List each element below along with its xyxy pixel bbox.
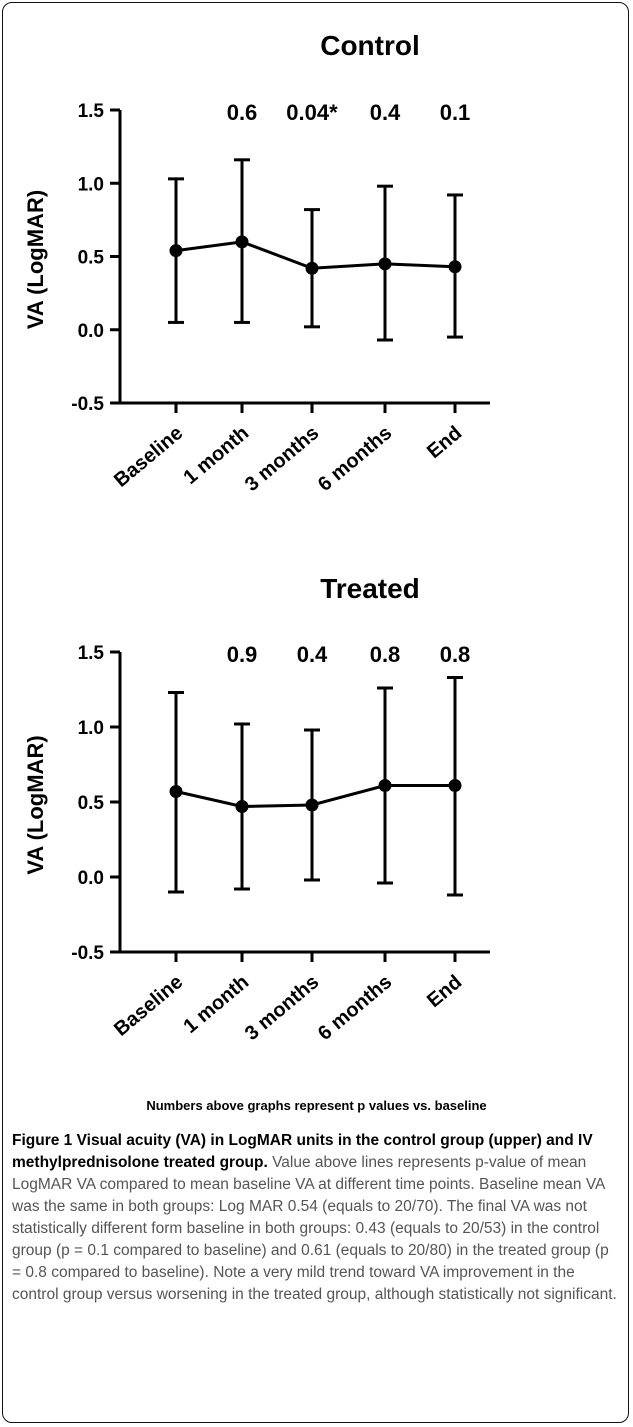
- y-tick-label: -0.5: [71, 943, 104, 964]
- p-value-label: 0.6: [227, 100, 258, 125]
- y-tick-label: 1.5: [78, 101, 105, 122]
- chart-title: Control: [320, 30, 420, 61]
- y-tick-label: 0.5: [78, 248, 105, 269]
- chart-title: Treated: [320, 573, 420, 604]
- caption-body: Value above lines represents p-value of …: [12, 1154, 617, 1303]
- y-tick-label: 1.0: [78, 718, 104, 739]
- p-value-label: 0.9: [227, 642, 258, 667]
- data-point: [448, 779, 462, 792]
- data-point: [378, 257, 392, 271]
- p-value-label: 0.4: [370, 100, 401, 125]
- x-tick-label: 6 months: [314, 422, 396, 496]
- y-tick-label: -0.5: [71, 394, 104, 415]
- p-value-label: 0.8: [370, 642, 401, 667]
- data-point: [448, 260, 462, 274]
- x-tick-label: 3 months: [241, 971, 323, 1045]
- data-point: [235, 235, 249, 249]
- data-point: [378, 779, 392, 792]
- y-tick-label: 1.5: [78, 643, 105, 664]
- chart-control: Control -0.5 0.0 0.5 1.0 1.5 VA (LogMAR) Baseli…: [23, 30, 490, 496]
- p-value-label: 0.4: [297, 642, 328, 667]
- data-point: [305, 798, 319, 812]
- x-tick-label: End: [423, 971, 466, 1012]
- p-value-label: 0.04*: [286, 100, 338, 125]
- figure-charts: Control -0.5 0.0 0.5 1.0 1.5 VA (LogMAR) Baseli…: [23, 30, 490, 1045]
- y-tick-label: 1.0: [78, 174, 104, 195]
- figure-caption: Figure 1 Visual acuity (VA) in LogMAR un…: [12, 1130, 620, 1306]
- data-point: [305, 261, 319, 275]
- chart-treated: Treated -0.5 0.0 0.5 1.0 1.5 VA (LogMAR) Baseli…: [23, 573, 490, 1045]
- figure-note: Numbers above graphs represent p values …: [146, 1098, 487, 1113]
- caption-title: Figure 1 Visual acuity (VA) in LogMAR un…: [12, 1132, 593, 1171]
- p-value-label: 0.1: [440, 100, 471, 125]
- data-point: [169, 244, 183, 258]
- x-tick-label: 3 months: [241, 422, 323, 496]
- x-tick-label: End: [423, 422, 466, 463]
- y-tick-label: 0.5: [78, 793, 105, 814]
- x-tick-label: 6 months: [314, 971, 396, 1045]
- y-tick-label: 0.0: [78, 868, 104, 889]
- x-tick-label: Baseline: [110, 422, 187, 492]
- y-tick-label: 0.0: [78, 321, 104, 342]
- y-axis-label: VA (LogMAR): [23, 190, 48, 329]
- y-axis-label: VA (LogMAR): [23, 735, 48, 874]
- data-point: [169, 785, 183, 798]
- data-point: [235, 800, 249, 813]
- p-value-label: 0.8: [440, 642, 471, 667]
- x-tick-label: Baseline: [110, 971, 187, 1041]
